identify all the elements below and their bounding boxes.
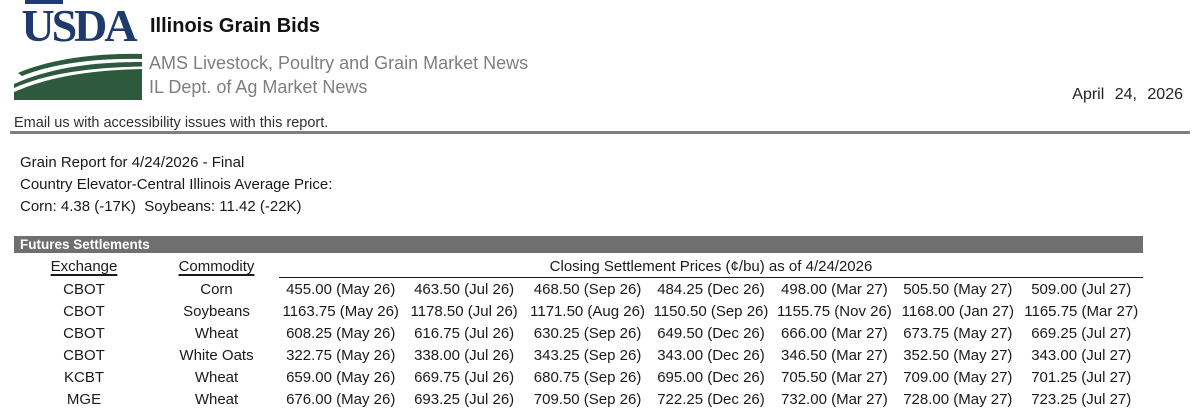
- price-cell: 1150.50 (Sep 26): [653, 302, 769, 320]
- subtitle-il-dept: IL Dept. of Ag Market News: [149, 77, 368, 97]
- exchange-cell: CBOT: [63, 302, 105, 320]
- report-title-line: Grain Report for 4/24/2026 - Final: [20, 154, 245, 171]
- price-cell: 1171.50 (Aug 26): [530, 302, 645, 320]
- price-cell: 455.00 (May 26): [286, 280, 396, 298]
- price-cell: 701.25 (Jul 27): [1031, 368, 1132, 386]
- commodity-cell: Wheat: [194, 324, 239, 342]
- usda-field-swoosh-icon: [14, 53, 142, 100]
- price-cell: 666.00 (Mar 27): [781, 324, 888, 342]
- exchange-cell: KCBT: [63, 368, 104, 386]
- price-cell: 649.50 (Dec 26): [657, 324, 765, 342]
- commodity-cell: Wheat: [194, 390, 239, 408]
- price-cell: 1163.75 (May 26): [282, 302, 399, 320]
- table-row: CBOT Corn 455.00 (May 26) 463.50 (Jul 26) 46…: [14, 278, 1143, 300]
- price-cell: 338.00 (Jul 26): [414, 346, 515, 364]
- subtitle-ams: AMS Livestock, Poultry and Grain Market …: [149, 53, 529, 73]
- price-cell: 669.75 (Jul 26): [414, 368, 515, 386]
- page-title: Illinois Grain Bids: [150, 15, 321, 37]
- report-summary: Grain Report for 4/24/2026 - Final Count…: [20, 152, 332, 218]
- price-cell: 695.00 (Dec 26): [657, 368, 765, 386]
- price-cell: 1155.75 (Nov 26): [777, 302, 892, 320]
- price-cell: 680.75 (Sep 26): [533, 368, 642, 386]
- table-row: MGE Wheat 676.00 (May 26) 693.25 (Jul 26) 70…: [14, 388, 1143, 410]
- report-prices-line: Corn: 4.38 (-17K) Soybeans: 11.42 (-22K): [20, 198, 302, 215]
- price-cell: 732.00 (Mar 27): [781, 390, 888, 408]
- column-header-closing-prices: Closing Settlement Prices (¢/bu) as of 4…: [279, 255, 1143, 278]
- price-cell: 673.75 (May 27): [903, 324, 1013, 342]
- price-cell: 630.25 (Sep 26): [533, 324, 642, 342]
- price-cell: 659.00 (May 26): [286, 368, 396, 386]
- commodity-cell: Soybeans: [183, 302, 250, 320]
- price-cell: 463.50 (Jul 26): [414, 280, 515, 298]
- price-cell: 352.50 (May 27): [903, 346, 1013, 364]
- price-cell: 616.75 (Jul 26): [414, 324, 515, 342]
- futures-table-body: CBOT Corn 455.00 (May 26) 463.50 (Jul 26) 46…: [14, 278, 1143, 410]
- commodity-cell: Wheat: [194, 368, 239, 386]
- table-row: CBOT Soybeans 1163.75 (May 26) 1178.50 (Jul…: [14, 300, 1143, 322]
- column-header-exchange: Exchange: [50, 258, 118, 275]
- price-cell: 484.25 (Dec 26): [657, 280, 765, 298]
- price-cell: 498.00 (Mar 27): [781, 280, 888, 298]
- table-row: CBOT Wheat 608.25 (May 26) 616.75 (Jul 26) 6…: [14, 322, 1143, 344]
- price-cell: 709.50 (Sep 26): [533, 390, 642, 408]
- price-cell: 343.00 (Jul 27): [1031, 346, 1132, 364]
- exchange-cell: CBOT: [63, 324, 105, 342]
- usda-wordmark: USDA: [21, 0, 137, 51]
- futures-table-header-row: Exchange Commodity Closing Settlement Pr…: [14, 255, 1143, 278]
- cropped-top-edge: [25, 0, 63, 4]
- commodity-cell: White Oats: [179, 346, 254, 364]
- price-cell: 723.25 (Jul 27): [1031, 390, 1132, 408]
- price-cell: 676.00 (May 26): [286, 390, 396, 408]
- usda-logo: USDA: [14, 2, 142, 100]
- price-cell: 608.25 (May 26): [286, 324, 396, 342]
- price-cell: 509.00 (Jul 27): [1031, 280, 1132, 298]
- price-cell: 693.25 (Jul 26): [414, 390, 515, 408]
- exchange-cell: CBOT: [63, 346, 105, 364]
- report-location-line: Country Elevator-Central Illinois Averag…: [20, 176, 333, 193]
- column-header-commodity: Commodity: [178, 258, 255, 275]
- price-cell: 505.50 (May 27): [903, 280, 1013, 298]
- price-cell: 1168.00 (Jan 27): [901, 302, 1014, 320]
- price-cell: 669.25 (Jul 27): [1031, 324, 1132, 342]
- table-row: CBOT White Oats 322.75 (May 26) 338.00 (Jul…: [14, 344, 1143, 366]
- futures-settlements-header: Futures Settlements: [14, 236, 1143, 253]
- price-cell: 1178.50 (Jul 26): [410, 302, 518, 320]
- price-cell: 709.00 (May 27): [903, 368, 1013, 386]
- commodity-cell: Corn: [200, 280, 233, 298]
- price-cell: 468.50 (Sep 26): [533, 280, 642, 298]
- futures-table: Exchange Commodity Closing Settlement Pr…: [14, 255, 1143, 410]
- price-cell: 722.25 (Dec 26): [657, 390, 765, 408]
- exchange-cell: CBOT: [63, 280, 105, 298]
- table-row: KCBT Wheat 659.00 (May 26) 669.75 (Jul 26) 6…: [14, 366, 1143, 388]
- price-cell: 322.75 (May 26): [286, 346, 396, 364]
- price-cell: 705.50 (Mar 27): [781, 368, 888, 386]
- report-date: April 24, 2026: [1072, 86, 1183, 103]
- price-cell: 346.50 (Mar 27): [781, 346, 888, 364]
- exchange-cell: MGE: [66, 390, 102, 408]
- price-cell: 343.00 (Dec 26): [657, 346, 765, 364]
- accessibility-email-link[interactable]: Email us with accessibility issues with …: [14, 115, 329, 131]
- price-cell: 343.25 (Sep 26): [533, 346, 642, 364]
- header-divider: [10, 131, 1190, 134]
- price-cell: 728.00 (May 27): [903, 390, 1013, 408]
- price-cell: 1165.75 (Mar 27): [1024, 302, 1139, 320]
